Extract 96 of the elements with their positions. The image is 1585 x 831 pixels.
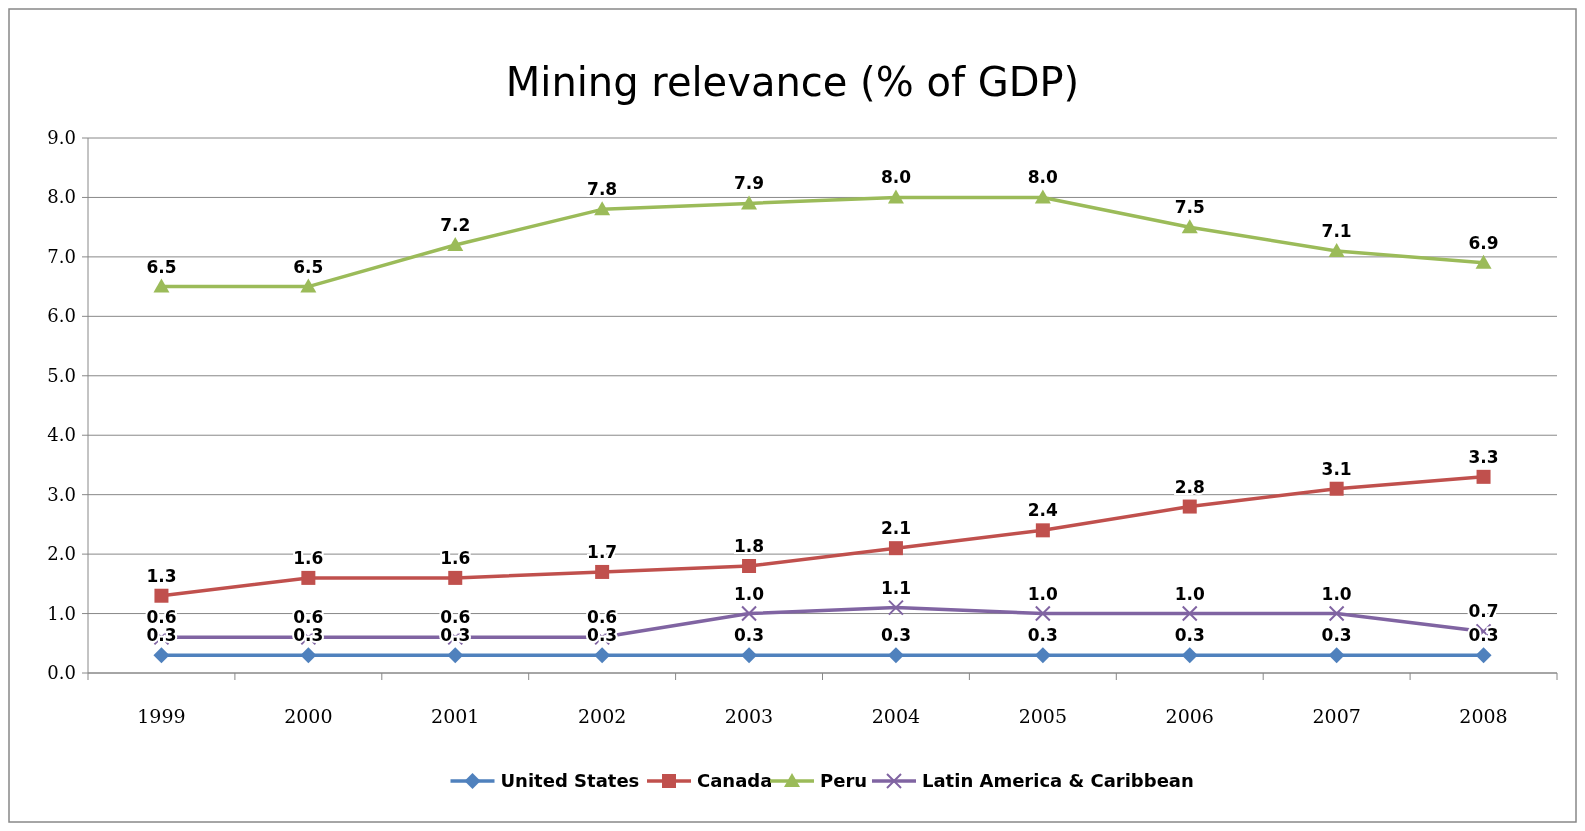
legend-label: Latin America & Caribbean: [922, 770, 1194, 791]
data-label: 1.0: [1321, 583, 1352, 604]
data-label: 2.1: [880, 518, 912, 539]
data-label: 0.3: [1174, 625, 1205, 646]
data-label: 7.5: [1174, 197, 1205, 218]
data-label: 6.9: [1468, 232, 1499, 253]
point: [447, 237, 464, 251]
data-label: 1.6: [293, 547, 324, 568]
point: [1328, 647, 1345, 664]
point: [887, 599, 904, 616]
point: [1475, 254, 1492, 269]
data-label: 0.3: [1321, 625, 1352, 646]
x-tick-label: 2001: [431, 705, 480, 727]
point: [741, 195, 758, 210]
data-label: 1.1: [880, 577, 912, 598]
data-label: 0.6: [587, 607, 618, 628]
point: [887, 647, 904, 664]
data-label: 0.6: [146, 607, 177, 628]
point: [447, 647, 464, 664]
point: [153, 278, 170, 293]
point: [154, 588, 169, 603]
x-tick-label: 1999: [137, 705, 186, 727]
point: [1328, 605, 1345, 622]
point: [741, 647, 758, 664]
data-label: 3.1: [1321, 458, 1352, 479]
data-label: 1.7: [587, 541, 618, 562]
point: [301, 570, 316, 585]
point: [1034, 189, 1051, 204]
data-label: 2.8: [1174, 476, 1205, 497]
data-label: 1.0: [1027, 583, 1059, 604]
x-tick-label: 2008: [1459, 705, 1508, 727]
x-tick-label: 2003: [724, 705, 774, 727]
data-label: 2.4: [1027, 500, 1059, 521]
data-label: 1.8: [733, 536, 765, 556]
legend-label: Peru: [820, 770, 868, 791]
point: [888, 541, 903, 556]
y-tick-label: 2.0: [47, 543, 76, 565]
x-tick-label: 2000: [284, 705, 333, 727]
data-label: 0.7: [1468, 601, 1499, 622]
point: [594, 201, 611, 216]
y-tick-label: 7.0: [47, 245, 76, 267]
data-label: 0.3: [880, 625, 912, 646]
point: [1034, 647, 1051, 664]
data-label: 1.6: [440, 547, 471, 568]
x-tick-label: 2007: [1312, 705, 1361, 727]
data-label: 1.3: [146, 565, 177, 586]
point: [153, 647, 170, 664]
point: [1034, 605, 1051, 622]
x-tick-label: 2004: [871, 705, 921, 727]
x-tick-label: 2002: [577, 705, 627, 727]
point: [300, 278, 317, 293]
chart-title: Mining relevance (% of GDP): [505, 59, 1080, 105]
point: [1329, 481, 1344, 496]
point: [1035, 523, 1050, 538]
point: [1182, 499, 1197, 514]
data-label: 1.0: [1174, 583, 1205, 604]
point: [1181, 605, 1198, 622]
point: [1476, 469, 1491, 484]
point: [300, 647, 317, 664]
y-tick-label: 9.0: [47, 127, 76, 148]
data-label: 1.0: [733, 583, 765, 604]
data-label: 7.8: [587, 179, 618, 200]
data-label: 8.0: [880, 167, 912, 188]
legend-label: Canada: [697, 770, 773, 791]
y-tick-label: 8.0: [47, 186, 76, 208]
data-label: 0.3: [1027, 625, 1058, 646]
point: [1181, 647, 1198, 664]
y-tick-label: 1.0: [47, 602, 76, 624]
point: [595, 564, 610, 579]
point: [594, 647, 611, 664]
x-tick-label: 2005: [1018, 705, 1068, 727]
data-label: 0.6: [293, 607, 324, 628]
data-label: 6.5: [146, 256, 177, 277]
x-tick-label: 2006: [1165, 705, 1214, 727]
data-label: 7.1: [1321, 220, 1352, 241]
data-label: 0.3: [587, 625, 618, 646]
data-label: 8.0: [1027, 167, 1059, 188]
data-label: 7.9: [733, 173, 765, 194]
data-label: 3.3: [1468, 446, 1499, 467]
point: [742, 559, 757, 573]
point: [1328, 242, 1345, 257]
point: [741, 605, 758, 622]
data-label: 6.5: [293, 256, 324, 277]
point: [1181, 219, 1198, 234]
legend-label: United States: [500, 770, 640, 791]
point: [1475, 647, 1492, 664]
y-tick-label: 3.0: [47, 483, 76, 505]
y-tick-label: 4.0: [47, 424, 76, 446]
data-label: 0.6: [440, 607, 471, 628]
data-label: 0.3: [733, 625, 765, 646]
point: [887, 189, 904, 204]
y-tick-label: 5.0: [47, 364, 76, 386]
point: [448, 570, 463, 585]
y-tick-label: 6.0: [47, 305, 76, 327]
data-label: 7.2: [440, 215, 471, 235]
y-tick-label: 0.0: [47, 662, 76, 683]
